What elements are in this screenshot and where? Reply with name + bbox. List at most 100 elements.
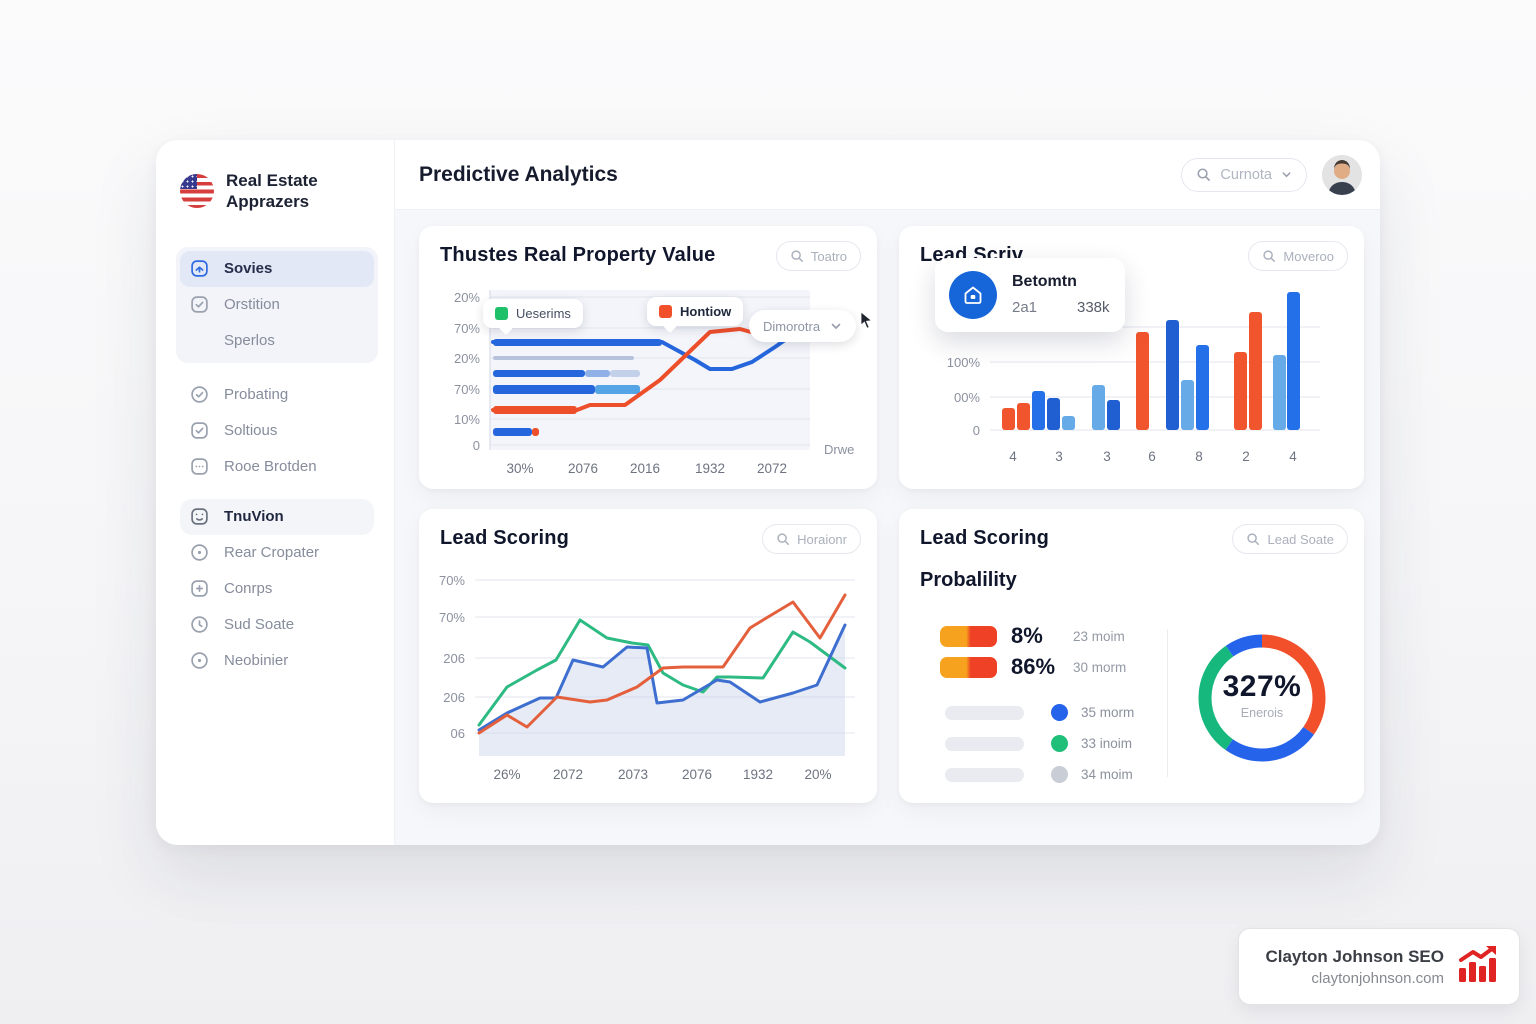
card-search-label: Toatro <box>810 248 847 264</box>
sidebar-item-conrps[interactable]: Conrps <box>180 571 374 607</box>
brand: Real Estate Apprazers <box>180 170 374 213</box>
sidebar-item-label: Soltious <box>224 422 278 439</box>
sidebar-item-orstition[interactable]: Orstition <box>180 287 374 323</box>
header-search-label: Curnota <box>1220 166 1272 183</box>
stat-row: 35 morm <box>945 704 1134 721</box>
sidebar-item-label: Neobinier <box>224 652 289 669</box>
divider <box>1167 629 1168 777</box>
avatar-image <box>1322 154 1362 195</box>
svg-text:100%: 100% <box>947 355 981 370</box>
status-dot <box>1051 766 1068 783</box>
legend-chip-ueserims[interactable]: Ueserims <box>483 299 583 328</box>
card-property-value: Thustes Real Property Value Toatro 20% 70… <box>419 226 877 489</box>
sidebar-item-sud-soate[interactable]: Sud Soate <box>180 607 374 643</box>
score-row: 8% 23 moim <box>940 623 1125 649</box>
card-search-label: Horaionr <box>797 531 847 547</box>
us-flag-logo-icon <box>180 174 214 209</box>
svg-text:0: 0 <box>473 438 480 453</box>
svg-text:2072: 2072 <box>757 461 787 476</box>
sidebar-item-sperlos[interactable]: Sperlos <box>180 323 374 359</box>
donut-percentage: 327% <box>1222 670 1302 703</box>
card-search-label: Moveroo <box>1283 248 1334 264</box>
svg-text:30%: 30% <box>506 461 533 476</box>
check-square-icon <box>190 421 210 441</box>
svg-text:1932: 1932 <box>743 767 773 782</box>
gradient-score-bar <box>940 625 997 647</box>
brand-line2: Apprazers <box>226 192 310 212</box>
page-title: Predictive Analytics <box>419 162 618 186</box>
dropdown-label: Dimorotra <box>763 318 821 334</box>
stat-row: 33 inoim <box>945 735 1132 752</box>
main-header: Predictive Analytics Curnota <box>395 140 1380 210</box>
score-percent: 86% <box>1011 654 1056 679</box>
header-search-input[interactable]: Curnota <box>1181 157 1307 192</box>
svg-text:2: 2 <box>1242 449 1250 464</box>
card-search-button[interactable]: Lead Soate <box>1232 524 1348 554</box>
sidebar-item-neobinier[interactable]: Neobinier <box>180 643 374 679</box>
sidebar-item-soltious[interactable]: Soltious <box>180 413 374 449</box>
svg-text:4: 4 <box>1009 449 1017 464</box>
sidebar-item-rooe-brotden[interactable]: Rooe Brotden <box>180 449 374 485</box>
chevron-down-icon <box>1282 172 1291 178</box>
home-badge-icon <box>949 271 997 319</box>
sidebar-item-label: TnuVion <box>224 508 284 525</box>
tooltip-value-2: 338k <box>1077 299 1110 316</box>
circle-dot-icon <box>190 543 210 563</box>
svg-text:3: 3 <box>1103 449 1111 464</box>
card-search-button[interactable]: Toatro <box>775 241 861 271</box>
probability-subtitle: Probalility <box>920 569 1017 591</box>
user-avatar[interactable] <box>1322 154 1362 195</box>
card-search-button[interactable]: Moveroo <box>1248 241 1348 271</box>
search-icon <box>1197 168 1211 181</box>
status-dot <box>1051 704 1068 721</box>
svg-text:206: 206 <box>443 690 465 705</box>
svg-text:70%: 70% <box>454 321 480 336</box>
sidebar-item-probating[interactable]: Probating <box>180 377 374 413</box>
stat-label: 35 morm <box>1081 705 1135 720</box>
sidebar-item-label: Rear Cropater <box>224 544 320 561</box>
legend-swatch-red <box>659 305 672 318</box>
svg-text:06: 06 <box>451 726 465 741</box>
donut-caption: Enerois <box>1240 706 1284 720</box>
svg-text:2073: 2073 <box>618 767 648 782</box>
chart-range-dropdown[interactable]: Dimorotra <box>749 310 857 342</box>
home-icon <box>190 259 210 279</box>
grid-icon <box>190 507 210 527</box>
sidebar-item-label: Sovies <box>224 260 273 277</box>
card-title: Lead Scoring <box>920 527 1050 549</box>
mouse-cursor-icon <box>860 312 873 329</box>
svg-text:8: 8 <box>1195 449 1203 464</box>
sidebar: Real Estate Apprazers Sovies Orstition Spe… <box>156 140 395 845</box>
lead-bar-chart: 100% 00% 0 4 3 3 6 8 2 4 <box>947 292 1320 464</box>
card-lead-bars: Lead Scriv Moveroo 100% 00% 0 4 3 3 6 8 2 4 Betom… <box>899 226 1364 489</box>
svg-text:70%: 70% <box>454 382 480 397</box>
badge-url[interactable]: claytonjohnson.com <box>1311 969 1444 987</box>
card-search-label: Lead Soate <box>1267 531 1334 547</box>
search-icon <box>777 533 790 545</box>
chevron-down-icon <box>831 323 841 330</box>
chart-tooltip: Betomtn 2a1 338k <box>935 258 1125 332</box>
tooltip-title: Betomtn <box>1012 273 1077 290</box>
score-label: 23 moim <box>1073 628 1125 644</box>
card-search-button[interactable]: Horaionr <box>762 524 861 554</box>
sidebar-group: Sovies Orstition Sperlos <box>176 246 378 363</box>
legend-swatch-green <box>495 307 508 320</box>
score-label: 30 morm <box>1073 659 1127 675</box>
branding-badge[interactable]: Clayton Johnson SEO claytonjohnson.com <box>1238 928 1520 1005</box>
check-square-icon <box>190 295 210 315</box>
svg-text:20%: 20% <box>454 351 480 366</box>
svg-text:20%: 20% <box>804 767 831 782</box>
svg-text:26%: 26% <box>493 767 520 782</box>
sidebar-item-label: Probating <box>224 386 289 403</box>
donut-chart <box>1198 634 1326 762</box>
sidebar-item-sovies[interactable]: Sovies <box>180 250 374 287</box>
sidebar-item-rear-cropater[interactable]: Rear Cropater <box>180 535 374 571</box>
clock-icon <box>190 615 210 635</box>
sidebar-item-tnuvion[interactable]: TnuVion <box>180 498 374 535</box>
badge-name: Clayton Johnson SEO <box>1265 946 1444 966</box>
legend-chip-hontiow[interactable]: Hontiow <box>647 297 744 326</box>
svg-text:2076: 2076 <box>568 461 598 476</box>
sidebar-nav: Sovies Orstition Sperlos Probating Soltious R… <box>176 246 378 679</box>
stat-row: 34 moim <box>945 766 1133 783</box>
svg-text:6: 6 <box>1148 449 1156 464</box>
